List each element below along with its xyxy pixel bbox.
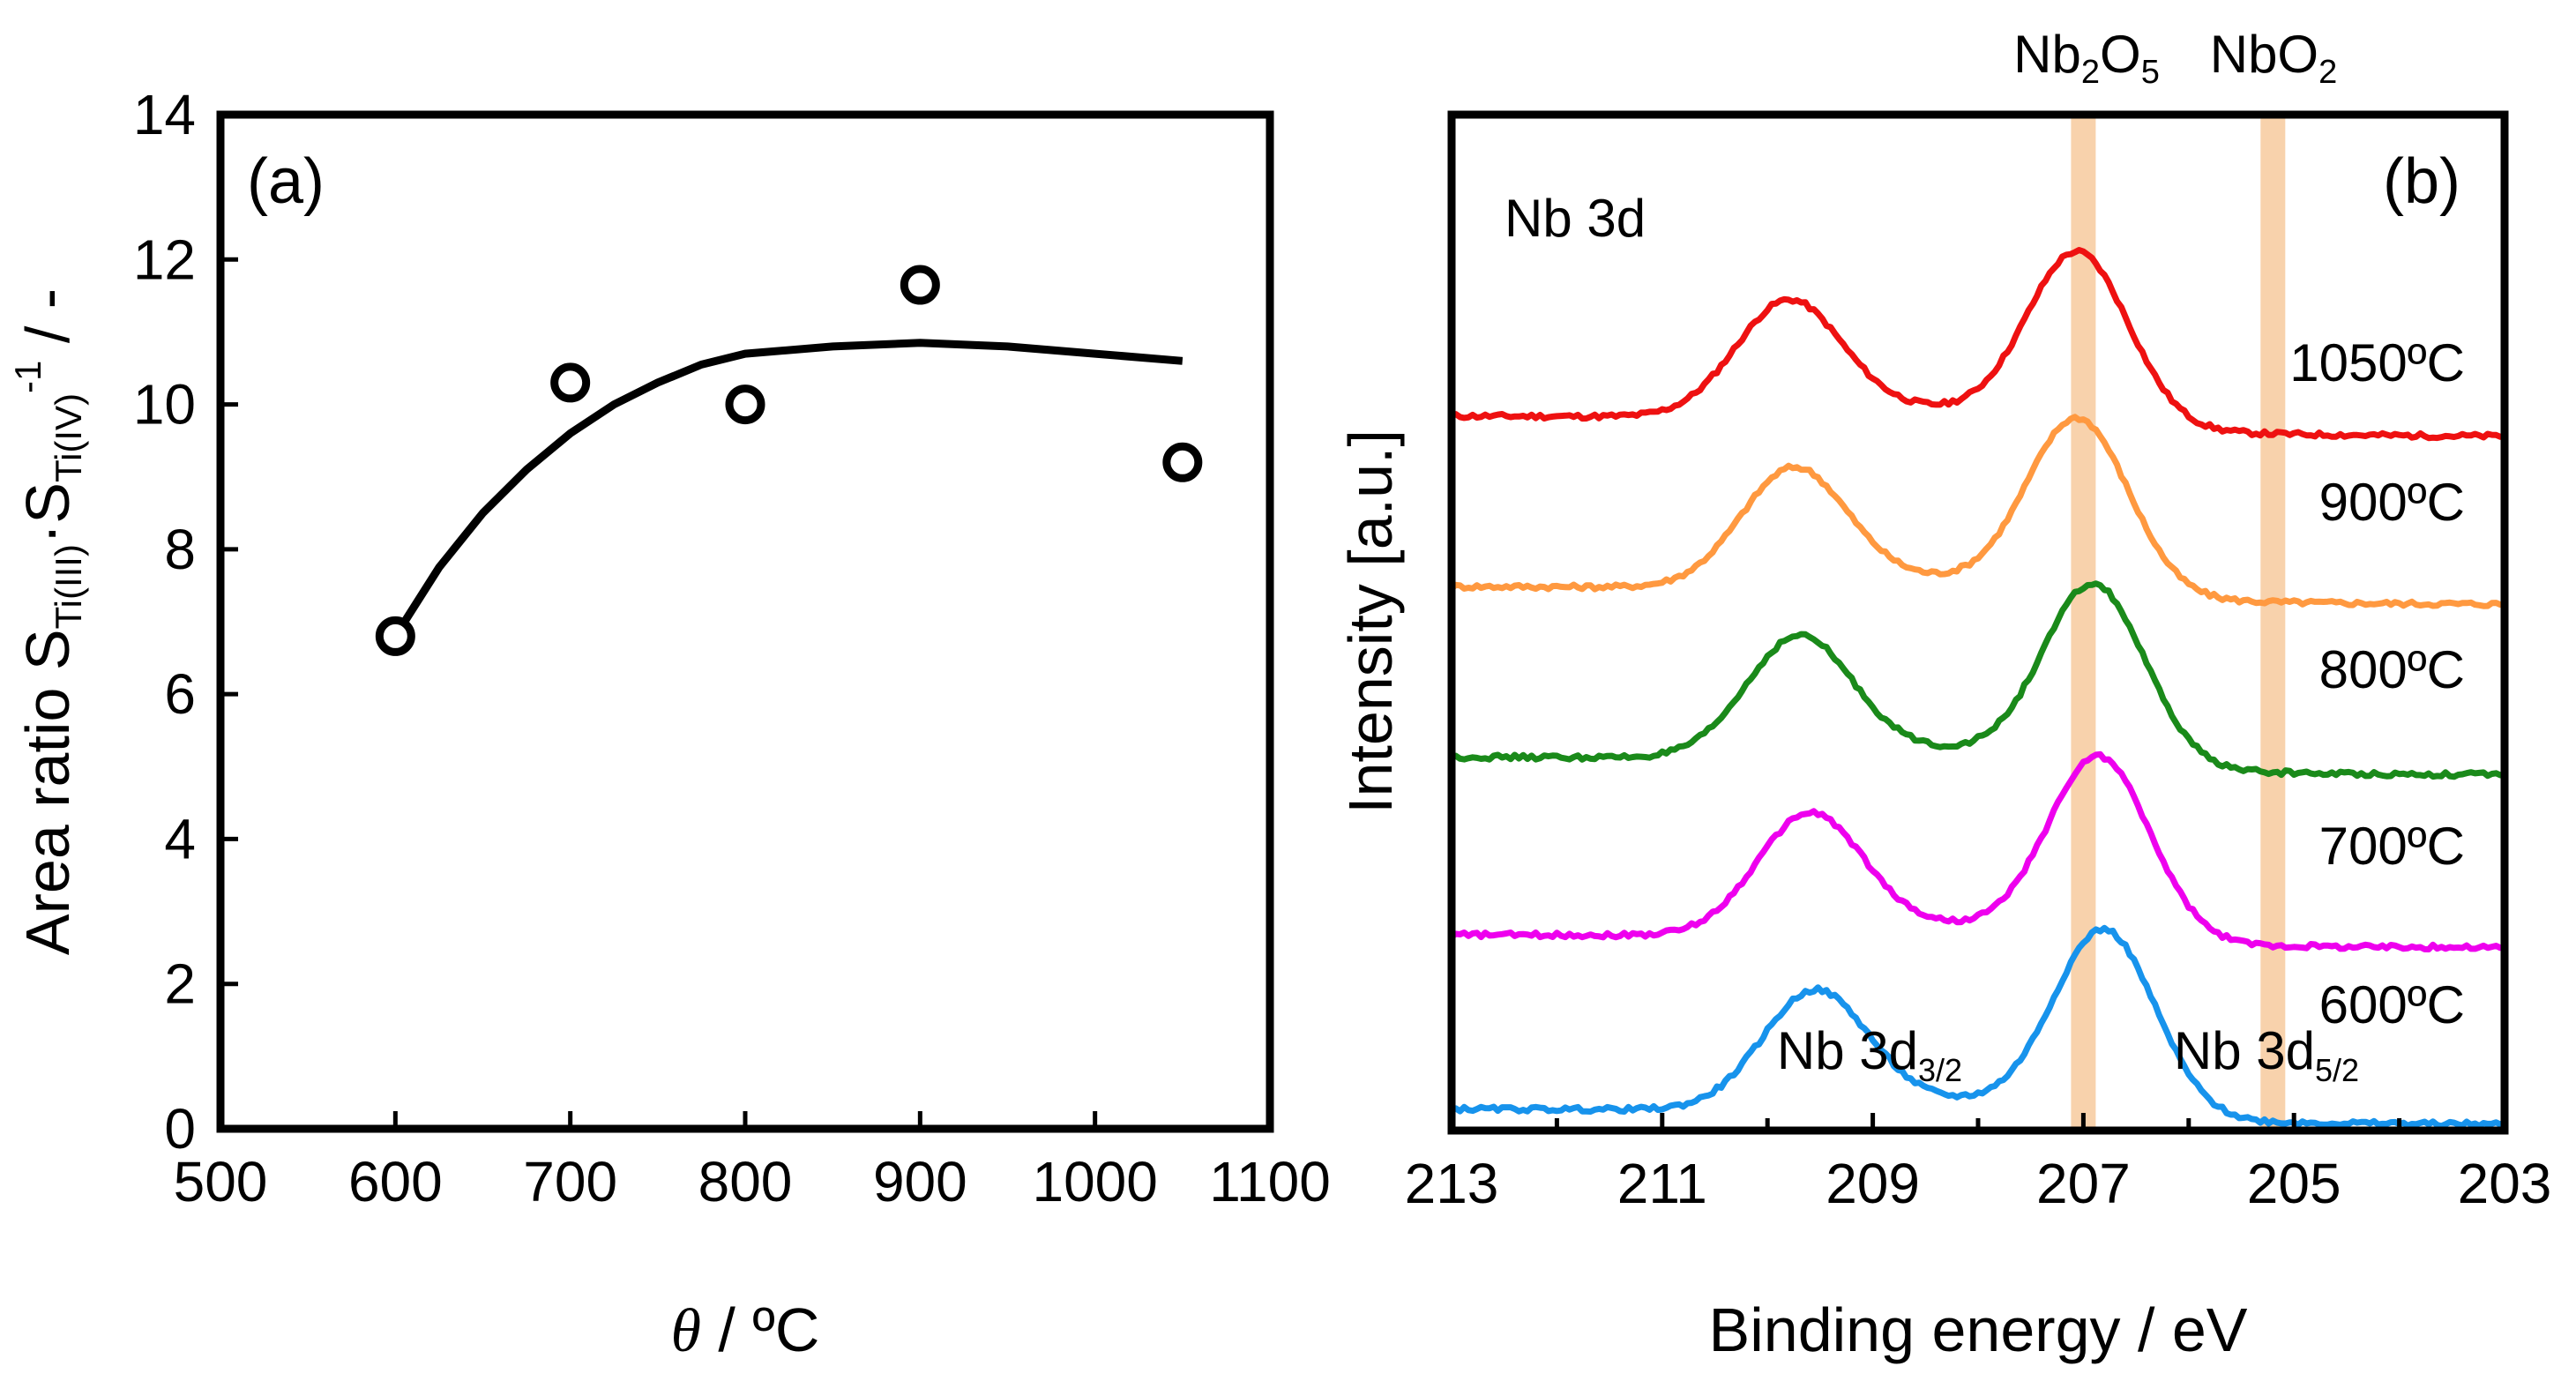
panel-b-temperature-labels: 1050ºC 900ºC 800ºC 700ºC 600ºC [2289, 333, 2465, 1034]
panel-b-x-tick-label: 205 [2247, 1152, 2341, 1215]
temperature-label-600: 600ºC [2319, 975, 2465, 1034]
panel-a-x-tick-label: 700 [523, 1150, 617, 1213]
peak-label-3d32-main: Nb 3d [1777, 1021, 1918, 1080]
panel-a-y-tick-label: 14 [133, 83, 196, 146]
panel-a-y-axis-title: Area ratio STi(III)·STi(IV)-1 / - [7, 288, 89, 955]
panel-a-y-tick-label: 2 [164, 952, 196, 1016]
panel-a-y-tick-label: 12 [133, 228, 196, 291]
panel-b-title: Nb 3d [1505, 189, 1646, 248]
spectrum-800c [1452, 580, 2505, 780]
panel-b-x-tick-label: 203 [2458, 1152, 2552, 1215]
spectrum-600c [1452, 924, 2505, 1130]
y-axis-sub2: Ti(IV) [48, 393, 89, 482]
panel-a-y-tick-label: 0 [164, 1097, 196, 1161]
panel-b-y-axis-title: Intensity [a.u.] [1336, 429, 1405, 814]
panel-a-x-ticks: 500 600 700 800 900 1000 1100 [174, 1111, 1331, 1213]
peak-label-3d52: Nb 3d5/2 [2174, 1021, 2359, 1088]
panel-b: 213 211 209 207 205 203 (b) Nb 3d 1050ºC 900ºC… [1336, 25, 2551, 1364]
panel-b-x-tick-label: 209 [1826, 1152, 1920, 1215]
peak-label-3d32: Nb 3d3/2 [1777, 1021, 1962, 1088]
panel-b-x-tick-label: 211 [1617, 1152, 1707, 1215]
panel-a-fit-curve [392, 339, 1183, 638]
x-axis-unit: / ºC [701, 1295, 819, 1364]
reference-band [2071, 115, 2096, 1131]
panel-a-x-axis-title: θ / ºC [671, 1295, 820, 1365]
panel-a-data-point [725, 384, 765, 425]
peak-label-3d32-sub: 3/2 [1918, 1052, 1962, 1088]
panel-a-x-tick-label: 1100 [1209, 1150, 1331, 1213]
panel-b-label: (b) [2383, 146, 2460, 217]
panel-a-frame [216, 110, 1274, 1133]
panel-a-label: (a) [247, 146, 325, 217]
band-label-nb2o5-sub2: 5 [2141, 54, 2160, 91]
y-axis-prefix: Area ratio S [13, 629, 82, 955]
panel-a-x-tick-label: 900 [873, 1150, 967, 1213]
reference-band [2260, 115, 2286, 1131]
panel-a-data-point [375, 616, 415, 656]
band-label-nbo2-main: NbO [2210, 25, 2318, 84]
peak-label-3d52-sub: 5/2 [2315, 1052, 2359, 1088]
panel-a-data-point [1162, 442, 1203, 482]
panel-b-x-axis-title: Binding energy / eV [1709, 1295, 2248, 1364]
panel-a-x-tick-label: 600 [348, 1150, 443, 1213]
spectrum-700c [1452, 750, 2505, 952]
temperature-label-700: 700ºC [2319, 817, 2465, 876]
band-label-nb2o5-mid: O [2100, 25, 2141, 84]
temperature-label-800: 800ºC [2319, 640, 2465, 699]
panel-a-x-tick-label: 500 [174, 1150, 268, 1213]
panel-b-x-tick-label: 213 [1405, 1152, 1499, 1215]
peak-label-3d52-main: Nb 3d [2174, 1021, 2315, 1080]
band-label-nb2o5-main: Nb [2013, 25, 2081, 84]
panel-b-x-ticks: 213 211 209 207 205 203 [1405, 1113, 2552, 1215]
panel-a-y-tick-label: 4 [164, 807, 196, 870]
panel-a-y-ticks: 0 2 4 6 8 10 12 14 [133, 83, 238, 1161]
panel-a-x-tick-label: 800 [698, 1150, 793, 1213]
band-label-nbo2-sub1: 2 [2318, 54, 2337, 91]
temperature-label-1050: 1050ºC [2289, 333, 2465, 392]
panel-a-x-tick-label: 1000 [1032, 1150, 1157, 1213]
band-label-nb2o5: Nb2O5 [2013, 25, 2160, 91]
panel-b-x-tick-label: 207 [2036, 1152, 2131, 1215]
y-axis-mid: ·S [13, 482, 82, 544]
panel-a-y-tick-label: 8 [164, 518, 196, 581]
panel-a-data-point [550, 362, 591, 403]
spectrum-900c [1452, 414, 2505, 609]
y-axis-sup: -1 [7, 361, 49, 393]
panel-a-y-tick-label: 10 [133, 373, 196, 437]
band-label-nb2o5-sub1: 2 [2081, 54, 2100, 91]
panel-b-reference-bands [2071, 115, 2286, 1131]
spectrum-1050c [1452, 247, 2505, 442]
panel-a-y-tick-label: 6 [164, 662, 196, 726]
band-label-nbo2: NbO2 [2210, 25, 2338, 91]
panel-b-spectra [1452, 247, 2505, 1130]
panel-a-points [375, 265, 1203, 656]
x-axis-symbol: θ [671, 1297, 701, 1365]
temperature-label-900: 900ºC [2319, 473, 2465, 532]
y-axis-suffix: / - [13, 288, 82, 361]
y-axis-sub1: Ti(III) [48, 544, 89, 629]
panel-a-data-point [900, 265, 940, 305]
